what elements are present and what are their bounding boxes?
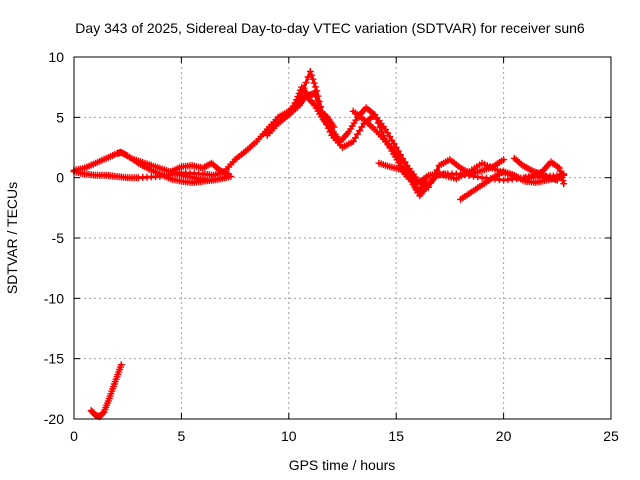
series-track-l (87, 361, 125, 421)
y-tick-label: -15 (44, 351, 64, 367)
data-points (70, 68, 568, 421)
x-tick-label: 15 (388, 428, 404, 444)
data-point (553, 176, 561, 184)
data-point (372, 115, 380, 123)
data-point (358, 123, 366, 131)
data-point (356, 127, 364, 135)
data-point (392, 144, 400, 151)
series-track-d (167, 159, 233, 178)
data-point (302, 79, 310, 87)
y-tick-label: 0 (56, 170, 64, 186)
data-point (117, 361, 125, 369)
data-point (293, 96, 300, 104)
x-tick-label: 0 (70, 428, 78, 444)
data-point (390, 140, 398, 148)
data-point (309, 75, 317, 83)
series-track-f (291, 83, 338, 131)
y-tick-label: -5 (52, 230, 65, 246)
grid (74, 57, 611, 419)
data-point (376, 123, 384, 131)
data-point (374, 119, 382, 127)
data-point (225, 170, 233, 178)
data-point (386, 133, 394, 141)
data-point (310, 79, 318, 87)
series-track-k (510, 154, 561, 184)
data-point (559, 171, 566, 179)
x-tick-label: 10 (281, 428, 297, 444)
data-point (351, 134, 359, 142)
data-point (294, 93, 302, 101)
x-tick-label: 25 (603, 428, 619, 444)
data-point (295, 89, 303, 97)
y-tick-label: 10 (48, 49, 64, 65)
data-point (311, 83, 319, 91)
data-point (555, 164, 563, 172)
axis-ticks: 0 5 10 15 20 25 -20 -15 -10 -5 0 5 10 (44, 49, 619, 444)
y-tick-label: -10 (44, 290, 64, 306)
y-tick-label: 5 (56, 109, 64, 125)
data-point (306, 68, 314, 75)
data-point (349, 138, 357, 145)
x-tick-label: 20 (496, 428, 512, 444)
y-axis-label: SDTVAR / TECUs (4, 182, 20, 294)
data-point (388, 136, 396, 144)
data-point (384, 129, 392, 137)
data-point (314, 100, 322, 108)
chart-title: Day 343 of 2025, Sidereal Day-to-day VTE… (75, 20, 585, 36)
data-point (382, 125, 389, 133)
data-point (500, 156, 508, 164)
data-point (560, 180, 568, 188)
data-point (354, 130, 361, 138)
data-point (308, 71, 316, 79)
x-axis-label: GPS time / hours (289, 457, 396, 473)
y-tick-label: -20 (44, 411, 64, 427)
data-point (371, 111, 379, 119)
data-point (560, 170, 568, 178)
data-point (312, 93, 320, 101)
x-tick-label: 5 (178, 428, 186, 444)
data-point (291, 99, 299, 107)
plot-frame (73, 56, 612, 420)
data-point (330, 123, 338, 131)
data-point (311, 89, 319, 97)
data-point (316, 104, 324, 112)
data-point (313, 96, 321, 104)
